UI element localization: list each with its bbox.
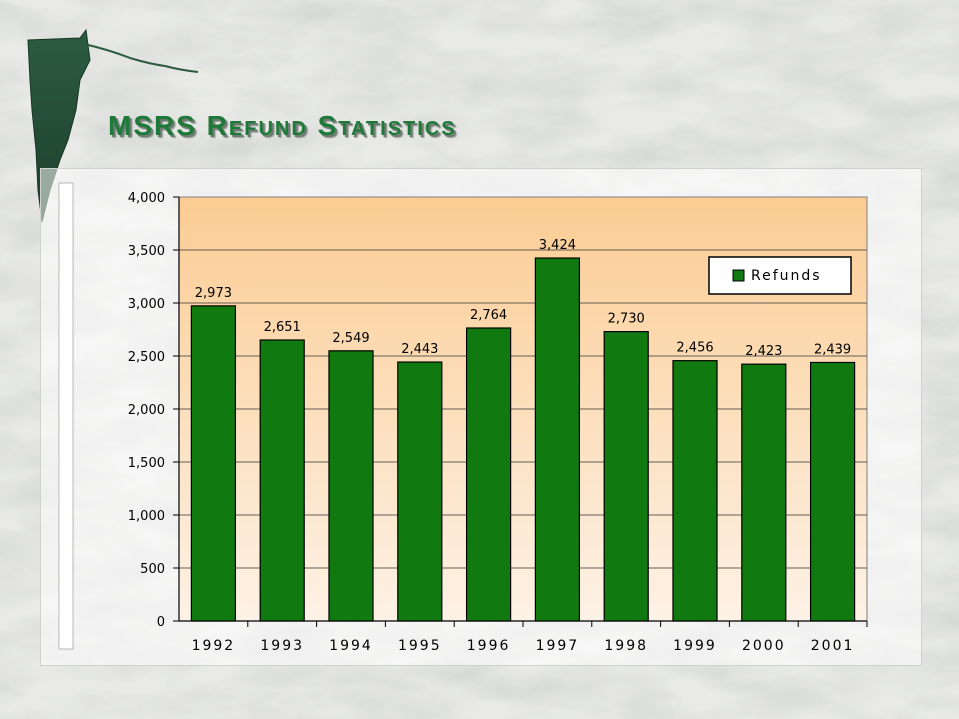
data-label-1996: 2,764 [470,308,507,323]
x-tick-label-1993: 1993 [260,638,304,654]
data-label-1998: 2,730 [608,312,645,327]
bar-2000 [741,363,787,622]
bar-1994 [328,350,374,622]
bar-1995 [397,361,443,622]
x-tick-label-1992: 1992 [192,638,236,654]
bar-1999 [672,360,718,622]
data-label-1992: 2,973 [195,286,232,301]
y-tick-label: 3,500 [128,244,165,259]
legend-swatch [732,269,745,282]
bar-1997 [534,257,581,622]
y-tick-label: 4,000 [128,191,165,206]
legend-label: Refunds [751,268,822,284]
bar-1992 [190,305,237,622]
data-label-2001: 2,439 [814,342,851,357]
bar-1996 [465,327,512,622]
bar-chart: 0 500 1,000 1,500 2,000 2,500 3,000 3,500 4,000 2… [58,182,868,654]
bar-2001 [809,361,856,622]
data-label-1997: 3,424 [539,238,576,253]
y-tick-label: 0 [157,615,165,630]
y-tick-label: 1,000 [128,509,165,524]
x-tick-label-1999: 1999 [673,638,717,654]
x-tick-label-1995: 1995 [398,638,442,654]
bar-1993 [259,339,305,622]
x-tick-label-1994: 1994 [329,638,373,654]
chart-frame: 0 500 1,000 1,500 2,000 2,500 3,000 3,500 4,000 2… [40,168,922,666]
x-tick-label-1997: 1997 [536,638,580,654]
y-tick-label: 2,000 [128,403,165,418]
x-tick-label-1996: 1996 [467,638,511,654]
y-tick-label: 3,000 [128,297,165,312]
y-tick-label: 1,500 [128,456,165,471]
data-label-1993: 2,651 [264,320,301,335]
x-tick-label-1998: 1998 [604,638,648,654]
bar-1998 [603,331,649,622]
y-tick-label: 2,500 [128,350,165,365]
data-label-1999: 2,456 [676,341,713,356]
data-label-2000: 2,423 [745,344,782,359]
data-label-1994: 2,549 [332,331,369,346]
x-tick-label-2000: 2000 [742,638,786,654]
data-label-1995: 2,443 [401,342,438,357]
x-tick-label-2001: 2001 [811,638,855,654]
frame-edge [58,182,74,650]
slide-title: MSRS Refund Statistics [108,110,457,141]
y-tick-label: 500 [140,562,165,577]
